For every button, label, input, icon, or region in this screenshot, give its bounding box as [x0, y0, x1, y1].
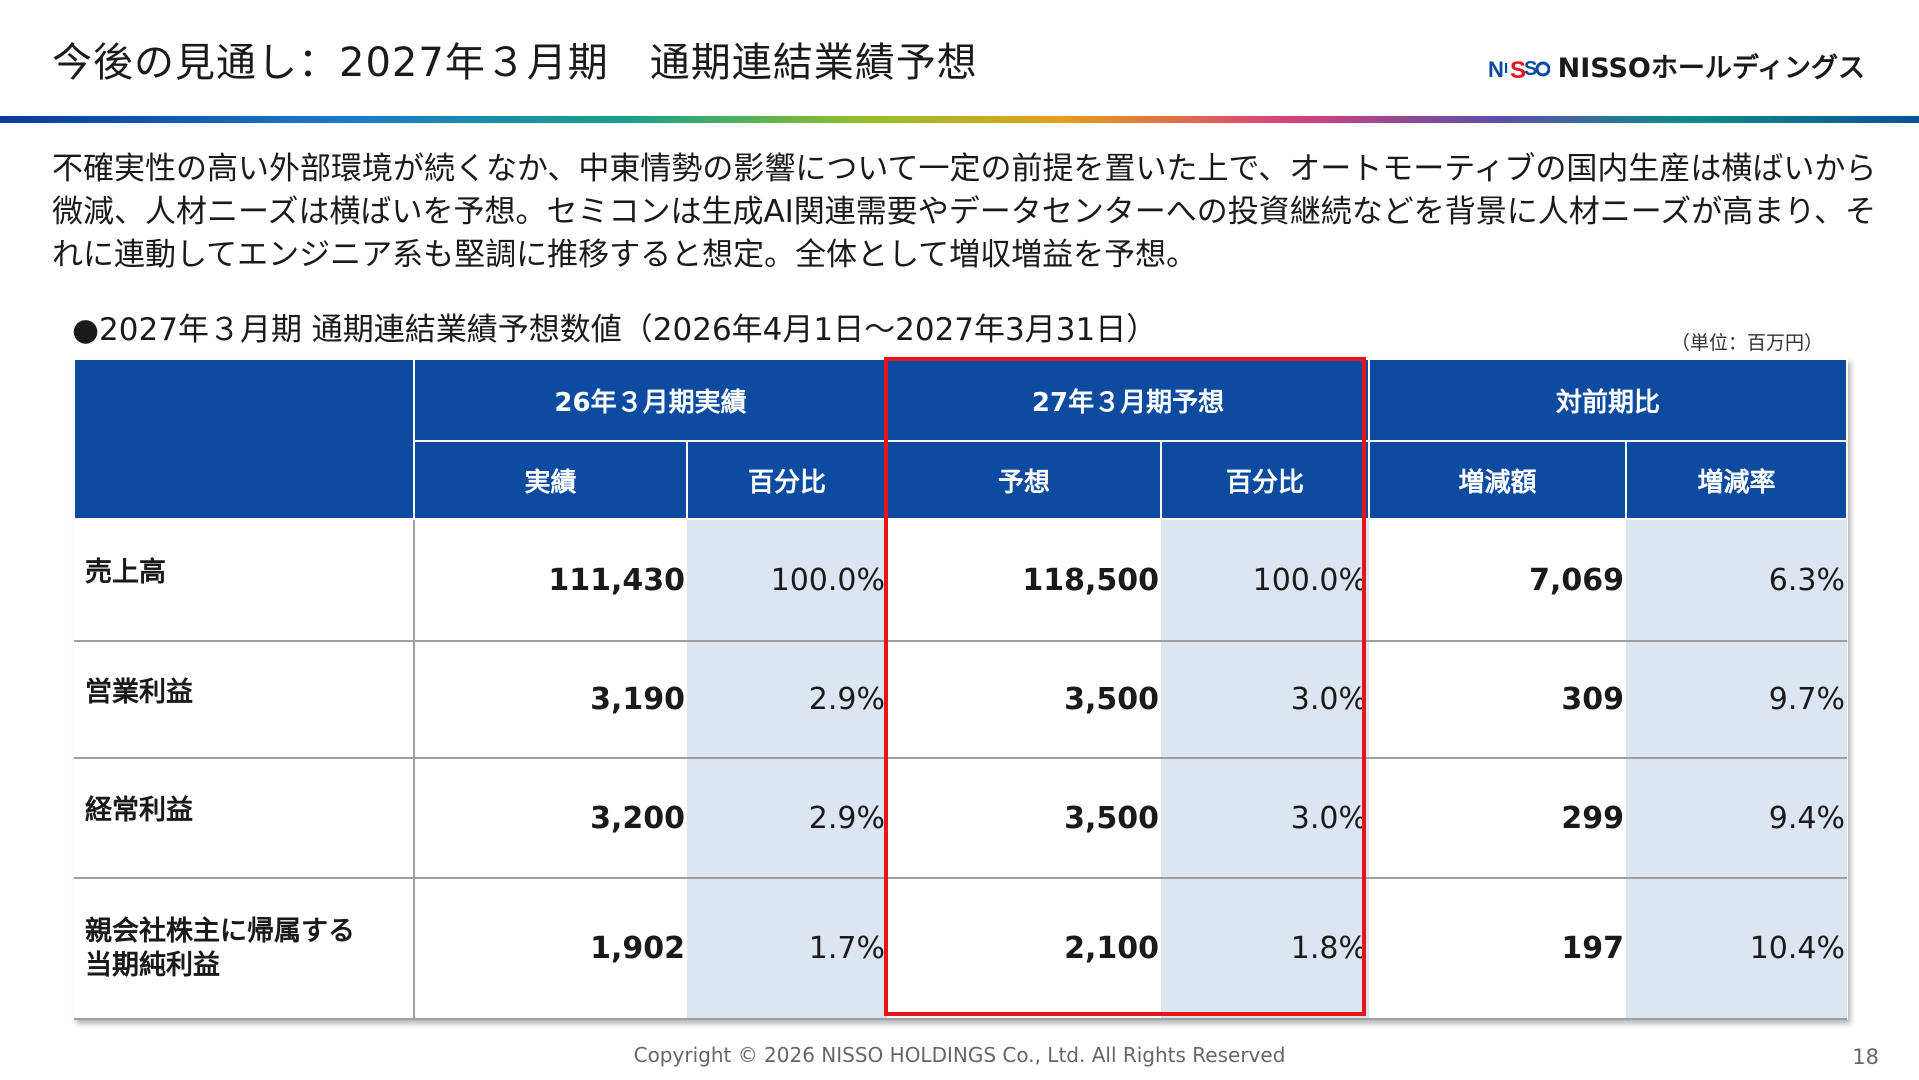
header-group-yoy: 対前期比: [1367, 358, 1849, 442]
cell-forecast-ratio: 100.0%: [1161, 518, 1369, 642]
table-row-net-sales: 売上高 111,430 100.0% 118,500 100.0% 7,069 …: [74, 518, 1848, 642]
header-group-fy2027-forecast: 27年３月期予想: [886, 358, 1370, 442]
cell-change-amount: 299: [1369, 757, 1626, 879]
nisso-logo-mark-icon: N I S S: [1488, 57, 1550, 82]
cell-change-rate: 10.4%: [1626, 877, 1848, 1020]
cell-change-rate: 9.4%: [1626, 757, 1848, 879]
svg-text:I: I: [1504, 60, 1508, 77]
unit-note: （単位：百万円）: [1670, 332, 1823, 354]
row-label: 営業利益: [74, 640, 415, 759]
cell-change-amount: 309: [1369, 640, 1626, 759]
header-group-fy2026-actual: 26年３月期実績: [413, 358, 888, 442]
logo-wordmark: NISSOホールディングス: [1557, 53, 1865, 84]
row-label: 親会社株主に帰属する 当期純利益: [74, 877, 415, 1020]
cell-forecast-ratio: 3.0%: [1161, 640, 1369, 759]
cell-forecast: 3,500: [887, 640, 1161, 759]
cell-actual-ratio: 1.7%: [687, 877, 887, 1020]
intro-paragraph: 不確実性の高い外部環境が続くなか、中東情勢の影響について一定の前提を置いた上で、…: [52, 151, 1877, 273]
svg-text:N: N: [1488, 57, 1504, 82]
table-row-operating-profit: 営業利益 3,190 2.9% 3,500 3.0% 309 9.7%: [74, 640, 1848, 759]
header-actual-ratio: 百分比: [686, 440, 888, 520]
cell-forecast: 3,500: [887, 757, 1161, 879]
cell-actual-ratio: 2.9%: [687, 757, 887, 879]
header-forecast-ratio: 百分比: [1160, 440, 1370, 520]
table-header-group-row: 26年３月期実績 27年３月期予想 対前期比: [73, 358, 1849, 520]
cell-change-rate: 9.7%: [1626, 640, 1848, 759]
table-header-column-row: 実績 百分比 予想 百分比 増減額 増減率: [74, 440, 1849, 520]
table-row-ordinary-profit: 経常利益 3,200 2.9% 3,500 3.0% 299 9.4%: [74, 757, 1848, 879]
copyright-footer: Copyright © 2026 NISSO HOLDINGS Co., Ltd…: [633, 1043, 1286, 1067]
cell-actual: 3,200: [414, 757, 687, 879]
cell-change-rate: 6.3%: [1626, 518, 1848, 642]
header-actual: 実績: [413, 440, 688, 520]
header-change-rate: 増減率: [1624, 440, 1849, 520]
svg-text:S: S: [1510, 57, 1526, 82]
forecast-table: 26年３月期実績 27年３月期予想 対前期比 実績 百分比 予想 百分比 増減額…: [73, 358, 1849, 1020]
cell-forecast: 118,500: [887, 518, 1161, 642]
table-heading: ●2027年３月期 通期連結業績予想数値（2026年4月1日～2027年3月31…: [72, 312, 1158, 348]
cell-actual: 111,430: [414, 518, 687, 642]
row-label: 経常利益: [74, 757, 415, 879]
page-number: 18: [1852, 1045, 1879, 1069]
cell-change-amount: 7,069: [1369, 518, 1626, 642]
header-corner: [73, 358, 415, 520]
cell-actual: 1,902: [414, 877, 687, 1020]
table-row-net-income: 親会社株主に帰属する 当期純利益 1,902 1.7% 2,100 1.8% 1…: [74, 877, 1848, 1020]
cell-actual-ratio: 2.9%: [687, 640, 887, 759]
row-label: 売上高: [74, 518, 415, 642]
cell-forecast: 2,100: [887, 877, 1161, 1020]
cell-forecast-ratio: 3.0%: [1161, 757, 1369, 879]
company-logo: N I S S NISSOホールディングス: [1488, 46, 1865, 85]
cell-actual-ratio: 100.0%: [687, 518, 887, 642]
cell-forecast-ratio: 1.8%: [1161, 877, 1369, 1020]
page-title: 今後の見通し：2027年３月期 通期連結業績予想: [52, 40, 978, 86]
cell-change-amount: 197: [1369, 877, 1626, 1020]
header-change-amount: 増減額: [1368, 440, 1627, 520]
cell-actual: 3,190: [414, 640, 687, 759]
header-forecast: 予想: [886, 440, 1162, 520]
svg-text:S: S: [1524, 58, 1537, 80]
color-divider-bar: [0, 116, 1919, 123]
